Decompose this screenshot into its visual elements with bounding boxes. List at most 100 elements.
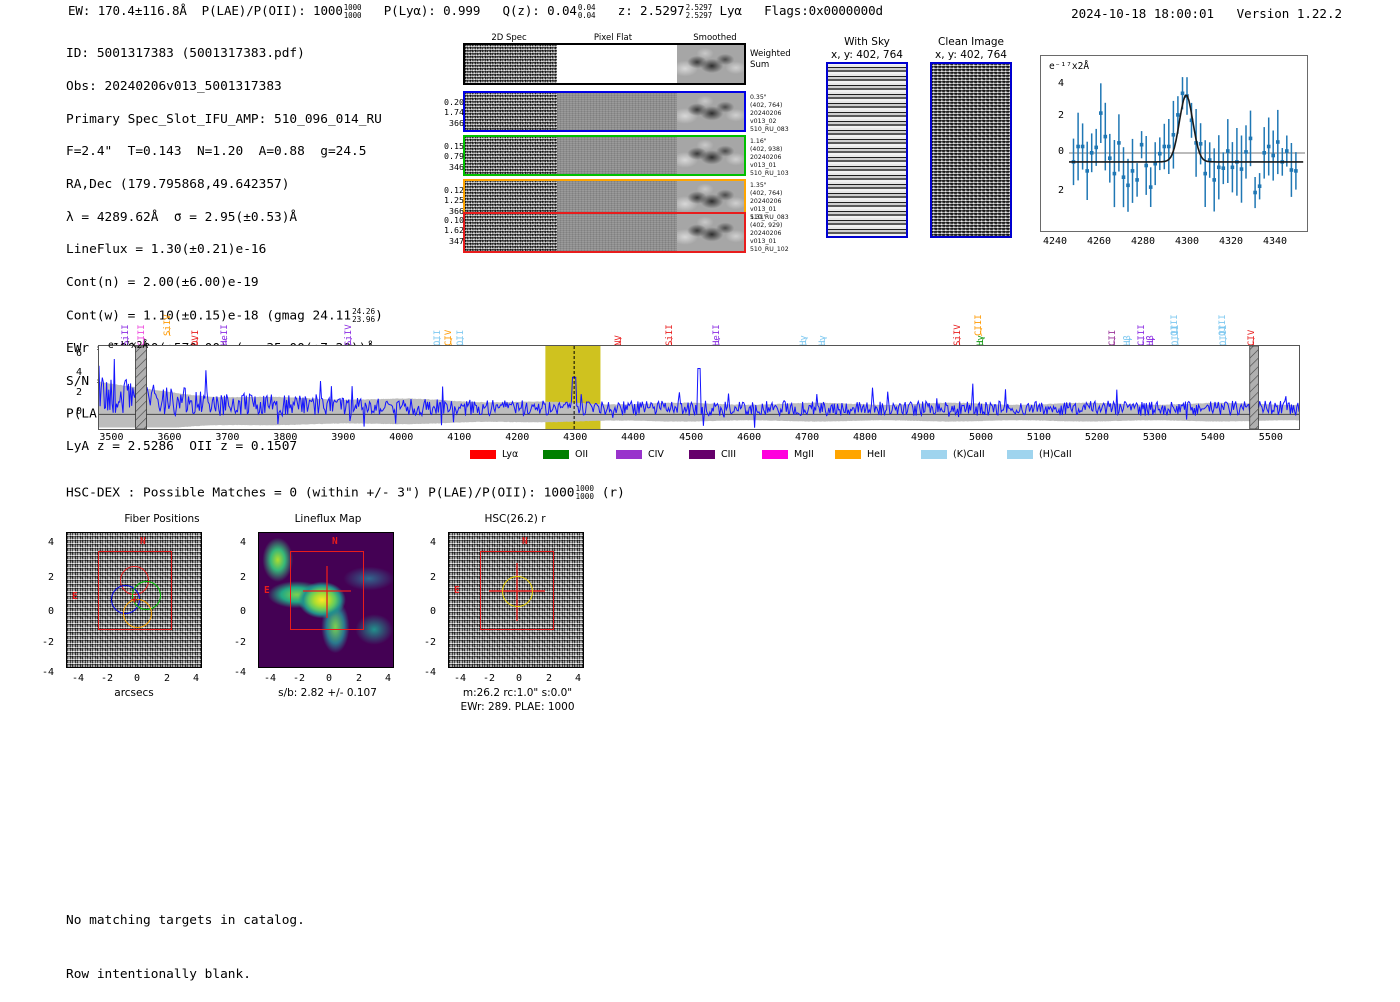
hsc-ytick-m2: -2 xyxy=(424,637,437,648)
info-gmag-hi: 24.26 xyxy=(352,306,376,316)
hsc-ytick-2: 2 xyxy=(430,572,437,583)
header-qz-label: Q(z): 0.04 xyxy=(502,3,577,18)
info-primary-slot: Primary Spec_Slot_IFU_AMP: 510_096_014_R… xyxy=(66,111,382,127)
spectrum-xtick-4200: 4200 xyxy=(505,432,530,443)
header-plae-label: P(LAE)/P(OII): 1000 xyxy=(201,3,343,18)
spectrum-xtick-5500: 5500 xyxy=(1258,432,1283,443)
info-id: ID: 5001317383 (5001317383.pdf) xyxy=(66,46,305,62)
header-z-hi: 2.5297 xyxy=(685,2,713,12)
spec2d-col-title-pixelflat: Pixel Flat xyxy=(593,33,633,43)
hsc-r-compass-e: E xyxy=(454,585,460,596)
spec2d-fiber-meta-3: 1.35" (402, 764) 20240206 v013_01 510_RU… xyxy=(750,182,789,222)
info-radec: RA,Dec (179.795868,49.642357) xyxy=(66,177,290,193)
legend-label-MgII: MgII xyxy=(794,449,814,460)
info-redshifts: LyA z = 2.5286 OII z = 0.1507 xyxy=(66,439,298,455)
fiber-positions-fov-box xyxy=(98,551,172,630)
hsc-xtick-m4: -4 xyxy=(454,673,467,684)
fiber-positions-title: Fiber Positions xyxy=(124,513,200,525)
fiber-xtick-4: 4 xyxy=(193,673,200,684)
lineflux-ytick-2: 2 xyxy=(240,572,247,583)
spectrum-line-bracket-1: ( xyxy=(141,338,147,348)
hscdex-plae-lo: 1000 xyxy=(575,491,594,501)
spectrum-line-bracket-11: ( xyxy=(716,338,722,348)
header-z-lo: 2.5297 xyxy=(685,10,713,20)
spectrum-xtick-5000: 5000 xyxy=(968,432,994,443)
full-spectrum-svg xyxy=(99,346,1299,429)
spectrum-line-bracket-12: ( xyxy=(803,338,809,348)
hsc-r-aperture-circle xyxy=(502,576,533,607)
spectrum-ytick-4: 4 xyxy=(76,367,83,379)
fiber-ytick-2: 2 xyxy=(48,572,55,583)
spec2d-fiber-strip-4 xyxy=(463,212,746,253)
legend-swatch-CIV xyxy=(616,450,642,459)
fiber-positions-xlabel: arcsecs xyxy=(114,687,154,699)
spectrum-line-bracket-14: ( xyxy=(956,338,963,348)
footer-line-2: Row intentionally blank. xyxy=(66,967,251,982)
fiber-xtick-m4: -4 xyxy=(72,673,85,684)
fiber-ytick-0: 0 xyxy=(48,606,55,617)
footer-line-1: No matching targets in catalog. xyxy=(66,913,305,928)
hsc-r-fov-box xyxy=(480,551,554,630)
legend-label-CIII: CIII xyxy=(721,449,737,460)
zoomplot-units-label: e⁻¹⁷x2Å xyxy=(1049,61,1090,72)
hscdex-summary-close: (r) xyxy=(593,485,625,501)
emission-line-zoom-plot: e⁻¹⁷x2Å xyxy=(1040,55,1308,232)
lineflux-xtick-0: 0 xyxy=(326,673,333,684)
legend-label-OII: OII xyxy=(575,449,589,460)
spec2d-fiber-meta-2: 1.16" (402, 938) 20240206 v013_01 510_RU… xyxy=(750,138,789,178)
hsc-r-compass-n: N xyxy=(522,536,528,547)
fiber-xtick-2: 2 xyxy=(164,673,171,684)
lineflux-map-xlabel: s/b: 2.82 +/- 0.107 xyxy=(278,687,377,699)
spec2d-col-title-smoothed: Smoothed xyxy=(693,33,737,43)
spec2d-fiber-meta-1: 0.35" (402, 764) 20240206 v013_02 510_RU… xyxy=(750,94,789,134)
spectrum-xtick-4100: 4100 xyxy=(447,432,472,443)
hsc-xtick-0: 0 xyxy=(516,673,523,684)
legend-label-HeII: HeII xyxy=(867,449,886,460)
legend-label-Lyα: Lyα xyxy=(502,449,519,460)
spectrum-line-bracket-2: ( xyxy=(166,328,173,338)
spectrum-ytick-2: 2 xyxy=(76,386,83,398)
legend-swatch-CIII xyxy=(689,450,715,459)
zoomplot-ytick-2l: 2 xyxy=(1058,185,1065,196)
fiber-positions-center-cross: + xyxy=(131,593,138,606)
legend-swatch-Lyα xyxy=(470,450,496,459)
lineflux-xtick-m2: -2 xyxy=(293,673,306,684)
spectrum-xtick-5300: 5300 xyxy=(1142,432,1167,443)
hsc-r-title: HSC(26.2) r xyxy=(484,513,546,525)
fiber-positions-compass-n: N xyxy=(140,536,146,547)
fiber-ytick-m2: -2 xyxy=(42,637,55,648)
spectrum-xtick-4800: 4800 xyxy=(853,432,878,443)
clean-image-title: Clean Image xyxy=(937,36,1005,48)
spectrum-line-bracket-7: ( xyxy=(448,338,454,348)
info-gmag-lo: 23.96 xyxy=(352,314,376,324)
spectrum-line-bracket-0: ( xyxy=(124,338,131,348)
spectrum-line-bracket-3: ( xyxy=(194,338,200,348)
hsc-xtick-m2: -2 xyxy=(483,673,496,684)
fiber-circle-orange xyxy=(123,599,152,628)
spectrum-xtick-4400: 4400 xyxy=(621,432,646,443)
info-cont-w-close: ) xyxy=(375,308,383,324)
with-sky-image xyxy=(826,62,908,238)
spec2d-fiber-strip-1 xyxy=(463,91,746,132)
spectrum-xtick-5400: 5400 xyxy=(1200,432,1225,443)
zoomplot-ytick-0: 0 xyxy=(1058,146,1065,157)
spectrum-xtick-4700: 4700 xyxy=(795,432,820,443)
lineflux-xtick-2: 2 xyxy=(356,673,363,684)
spec2d-weighted-sum-strip xyxy=(463,43,746,85)
spectrum-xtick-3500: 3500 xyxy=(99,432,124,443)
spectrum-line-bracket-13: ( xyxy=(821,338,828,348)
spectrum-xtick-4000: 4000 xyxy=(389,432,414,443)
spectrum-line-bracket-20: ( xyxy=(1149,338,1156,348)
spectrum-line-bracket-18: ( xyxy=(1126,338,1133,348)
header-plae-hi: 1000 xyxy=(343,2,362,12)
header-plae-lo: 1000 xyxy=(343,10,362,20)
lineflux-ytick-4: 4 xyxy=(240,537,247,548)
hsc-r-xlabel: m:26.2 rc:1.0" s:0.0" xyxy=(462,687,573,699)
header-plya: P(Lyα): 0.999 xyxy=(383,3,481,18)
lineflux-map-fov-box xyxy=(290,551,364,630)
lineflux-ytick-m4: -4 xyxy=(234,667,247,678)
spectrum-line-bracket-24: ( xyxy=(1222,338,1229,348)
spectrum-line-bracket-9: ( xyxy=(617,338,624,348)
withsky-subtitle: x, y: 402, 764 xyxy=(831,48,903,61)
info-seeing-params: F=2.4" T=0.143 N=1.20 A=0.88 g=24.5 xyxy=(66,144,367,160)
